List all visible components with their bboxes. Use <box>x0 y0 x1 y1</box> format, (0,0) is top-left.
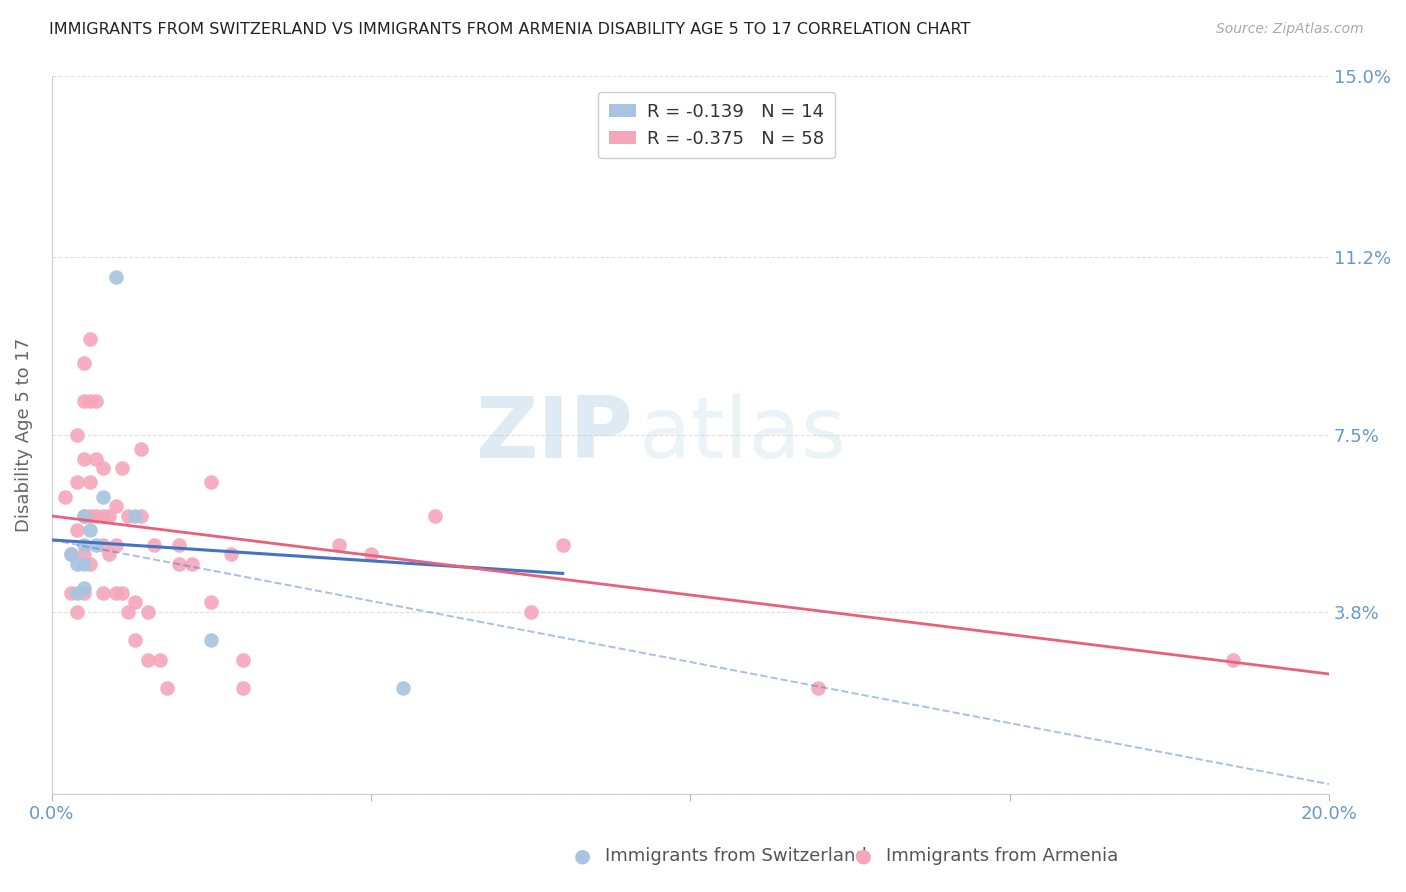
Point <box>66 475 89 490</box>
Point <box>73 356 96 370</box>
Point <box>91 461 114 475</box>
Point <box>86 394 108 409</box>
Point <box>1222 652 1244 666</box>
Point <box>124 595 146 609</box>
Point <box>91 585 114 599</box>
Point <box>149 652 172 666</box>
Point <box>79 332 101 346</box>
Text: IMMIGRANTS FROM SWITZERLAND VS IMMIGRANTS FROM ARMENIA DISABILITY AGE 5 TO 17 CO: IMMIGRANTS FROM SWITZERLAND VS IMMIGRANT… <box>49 22 970 37</box>
Point <box>53 490 76 504</box>
Point <box>86 538 108 552</box>
Point <box>156 681 179 696</box>
Point <box>73 538 96 552</box>
Point <box>91 490 114 504</box>
Point <box>142 538 165 552</box>
Point <box>73 581 96 595</box>
Point <box>104 585 127 599</box>
Point <box>73 451 96 466</box>
Point <box>111 461 134 475</box>
Point <box>129 442 152 456</box>
Point <box>124 508 146 523</box>
Point <box>807 681 830 696</box>
Point <box>200 595 222 609</box>
Point <box>73 394 96 409</box>
Point <box>66 585 89 599</box>
Point <box>104 500 127 514</box>
Point <box>86 508 108 523</box>
Point <box>66 557 89 571</box>
Point <box>111 585 134 599</box>
Point <box>117 508 139 523</box>
Legend: R = -0.139   N = 14, R = -0.375   N = 58: R = -0.139 N = 14, R = -0.375 N = 58 <box>598 92 835 159</box>
Text: Immigrants from Armenia: Immigrants from Armenia <box>886 847 1118 865</box>
Text: ●: ● <box>574 847 591 866</box>
Y-axis label: Disability Age 5 to 17: Disability Age 5 to 17 <box>15 337 32 532</box>
Point <box>232 652 254 666</box>
Point <box>136 605 159 619</box>
Point <box>79 475 101 490</box>
Point <box>79 394 101 409</box>
Point <box>360 547 382 561</box>
Point <box>66 524 89 538</box>
Point <box>73 585 96 599</box>
Point <box>232 681 254 696</box>
Point <box>73 557 96 571</box>
Point <box>519 605 541 619</box>
Point <box>73 547 96 561</box>
Point <box>59 547 82 561</box>
Point <box>79 557 101 571</box>
Point <box>169 557 191 571</box>
Point <box>98 508 121 523</box>
Point <box>392 681 415 696</box>
Point <box>104 538 127 552</box>
Point <box>73 508 96 523</box>
Point <box>169 538 191 552</box>
Point <box>200 633 222 648</box>
Point <box>86 451 108 466</box>
Text: ZIP: ZIP <box>475 393 633 476</box>
Point <box>124 633 146 648</box>
Point <box>219 547 242 561</box>
Point <box>73 508 96 523</box>
Point <box>66 427 89 442</box>
Point <box>66 605 89 619</box>
Text: ●: ● <box>855 847 872 866</box>
Text: Immigrants from Switzerland: Immigrants from Switzerland <box>605 847 866 865</box>
Point <box>91 508 114 523</box>
Point <box>200 475 222 490</box>
Point <box>104 269 127 284</box>
Point <box>136 652 159 666</box>
Text: Source: ZipAtlas.com: Source: ZipAtlas.com <box>1216 22 1364 37</box>
Point <box>181 557 204 571</box>
Text: atlas: atlas <box>640 393 848 476</box>
Point <box>129 508 152 523</box>
Point <box>328 538 350 552</box>
Point <box>423 508 446 523</box>
Point <box>91 538 114 552</box>
Point <box>117 605 139 619</box>
Point <box>79 508 101 523</box>
Point <box>59 547 82 561</box>
Point <box>98 547 121 561</box>
Point <box>551 538 574 552</box>
Point <box>79 524 101 538</box>
Point <box>59 585 82 599</box>
